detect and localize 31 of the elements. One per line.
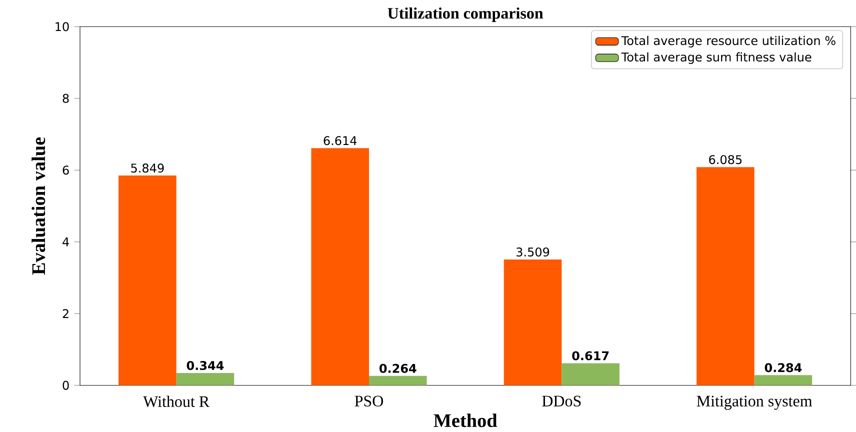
y-tick-label: 8: [62, 94, 69, 103]
y-axis-title: Evaluation value: [32, 137, 46, 275]
data-label: 3.509: [516, 247, 550, 257]
bar: [504, 259, 562, 386]
data-label: 0.617: [572, 351, 609, 360]
data-label: 5.849: [131, 164, 164, 173]
x-axis-title: Method: [434, 414, 498, 428]
data-label: 6.614: [324, 136, 357, 146]
y-tick-label: 0: [62, 380, 69, 390]
data-label: 0.264: [379, 364, 416, 373]
data-label: 0.344: [186, 360, 224, 370]
x-tick-label: DDoS: [542, 396, 581, 406]
data-label: 6.085: [709, 155, 742, 164]
legend-label: Total average sum fitness value: [621, 52, 812, 64]
bar: [118, 176, 176, 386]
data-label: 0.284: [764, 363, 802, 372]
y-tick-label: 6: [62, 166, 69, 175]
bar: [562, 363, 620, 386]
y-tick-label: 10: [56, 22, 69, 32]
chart-title: Utilization comparison: [388, 7, 544, 22]
x-tick-label: Without R: [143, 396, 210, 408]
bar: [176, 372, 234, 386]
bar: [311, 148, 370, 386]
bar: [696, 167, 754, 386]
x-tick-label: PSO: [354, 396, 384, 406]
x-tick-label: Mitigation system: [696, 396, 812, 410]
bar: [369, 376, 427, 386]
bar: [754, 375, 812, 386]
legend-label: Total average resource utilization %: [621, 36, 836, 48]
y-tick-label: 2: [62, 309, 68, 318]
y-tick-label: 4: [62, 237, 69, 246]
